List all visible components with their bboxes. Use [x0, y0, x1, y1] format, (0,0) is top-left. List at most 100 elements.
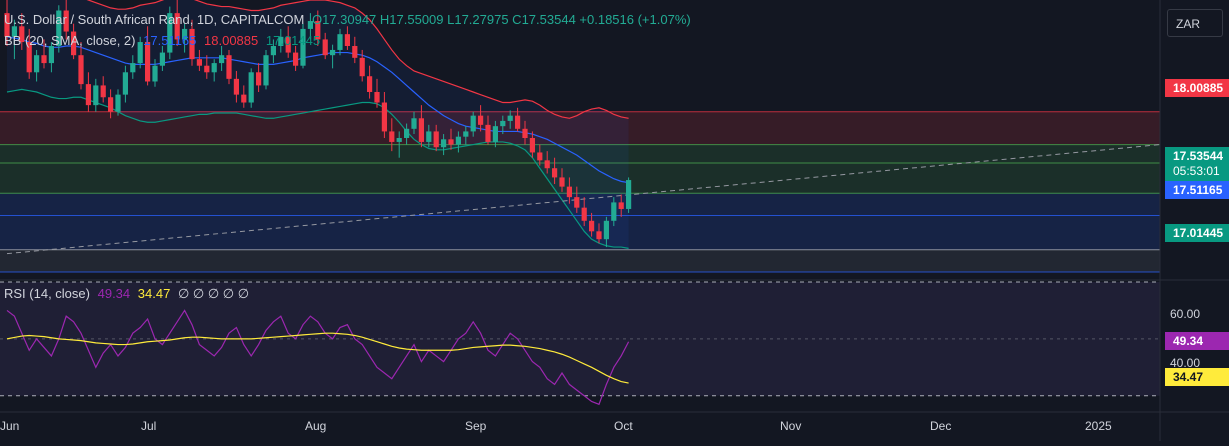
zone-3 [0, 249, 1160, 273]
trend-line-layer [6, 144, 1161, 255]
candle-body-28 [211, 63, 217, 73]
candle-45 [337, 28, 343, 56]
candle-43 [322, 32, 328, 60]
candle-14 [108, 89, 114, 119]
candle-body-30 [226, 55, 232, 79]
bb-lower-price-tag: 17.01445 [1165, 224, 1229, 242]
candle-77 [574, 186, 580, 213]
candle-body-1 [11, 26, 17, 37]
candle-71 [529, 131, 535, 158]
candle-body-23 [174, 13, 180, 40]
candle-body-12 [93, 85, 99, 106]
candle-body-63 [470, 115, 476, 132]
candle-33 [248, 68, 254, 108]
candle-body-64 [478, 115, 484, 125]
rsi-value: 49.34 [97, 286, 131, 301]
candle-6 [48, 42, 54, 73]
zone-0 [0, 111, 1160, 145]
candle-body-66 [492, 126, 498, 142]
candle-body-56 [418, 118, 424, 142]
candle-body-74 [552, 168, 558, 178]
candle-19 [145, 26, 151, 86]
candle-body-19 [145, 42, 151, 82]
candle-body-10 [78, 55, 84, 85]
candle-body-36 [270, 46, 276, 56]
candle-body-71 [529, 138, 535, 153]
candle-4 [34, 49, 40, 82]
candle-body-16 [122, 72, 128, 95]
candle-11 [85, 72, 91, 112]
rsi-legend[interactable]: RSI (14, close) 49.34 34.47 ∅ ∅ ∅ ∅ ∅ [4, 286, 253, 302]
candle-8 [63, 0, 69, 40]
candle-body-69 [515, 115, 521, 129]
bb-legend[interactable]: BB (20, SMA, close, 2) 17.51165 18.00885… [4, 33, 324, 48]
candle-body-70 [522, 128, 528, 138]
candle-1 [11, 19, 17, 60]
candle-body-34 [256, 72, 262, 86]
candle-body-38 [285, 36, 291, 53]
candle-body-29 [219, 55, 225, 64]
candle-2 [19, 13, 25, 50]
candle-body-17 [130, 63, 136, 73]
candle-65 [485, 115, 491, 145]
candle-46 [344, 26, 350, 50]
candle-body-9 [71, 31, 77, 56]
price-axis-bg [1160, 0, 1229, 441]
candle-body-48 [359, 57, 365, 77]
bb-upper-line [86, 0, 629, 119]
candle-body-40 [300, 28, 306, 66]
candle-28 [211, 59, 217, 82]
candle-body-44 [330, 49, 336, 56]
candle-25 [189, 19, 195, 66]
bb-upper-value: 18.00885 [204, 33, 259, 48]
candle-60 [448, 128, 454, 150]
candle-31 [233, 70, 239, 103]
candle-75 [559, 168, 565, 192]
candle-body-27 [204, 65, 210, 73]
candle-54 [404, 123, 410, 145]
symbol-title: U.S. Dollar / South African Rand, 1D, CA… [4, 12, 305, 27]
candle-body-20 [152, 65, 158, 82]
zone-1 [0, 144, 1160, 194]
candle-body-31 [233, 78, 239, 95]
candle-40 [300, 23, 306, 69]
candle-body-32 [241, 94, 247, 103]
rsi-label: RSI (14, close) [4, 286, 90, 301]
candle-57 [426, 124, 432, 148]
candle-body-80 [596, 231, 602, 240]
time-label-nov: Nov [780, 419, 802, 433]
candle-62 [463, 126, 469, 145]
candle-body-11 [85, 84, 91, 106]
candle-0 [4, 0, 10, 46]
time-label-oct: Oct [614, 419, 633, 433]
candle-23 [174, 0, 180, 46]
candle-body-22 [167, 13, 173, 53]
candle-body-72 [537, 152, 543, 161]
candle-body-6 [48, 46, 54, 64]
candle-3 [26, 28, 32, 79]
candle-41 [307, 13, 313, 40]
time-label-2025: 2025 [1085, 419, 1112, 433]
bb-label: BB (20, SMA, close, 2) [4, 33, 136, 48]
currency-selector[interactable]: ZAR [1167, 9, 1223, 37]
symbol-legend[interactable]: U.S. Dollar / South African Rand, 1D, CA… [4, 12, 695, 27]
candle-body-43 [322, 39, 328, 56]
candle-body-53 [396, 138, 402, 142]
candle-56 [418, 105, 424, 148]
candle-68 [507, 110, 513, 129]
candle-body-84 [626, 180, 632, 209]
time-label-jul: Jul [141, 419, 157, 433]
candle-body-65 [485, 124, 491, 142]
candle-body-61 [455, 136, 461, 145]
candle-body-46 [344, 34, 350, 46]
countdown-timer: 05:53:01 [1173, 164, 1220, 178]
candle-32 [241, 85, 247, 108]
rsi-ma-price-tag: 34.47 [1165, 368, 1229, 386]
candle-29 [219, 46, 225, 71]
candle-body-67 [500, 120, 506, 127]
candle-37 [278, 28, 284, 53]
candle-7 [56, 5, 62, 53]
candle-66 [492, 120, 498, 148]
